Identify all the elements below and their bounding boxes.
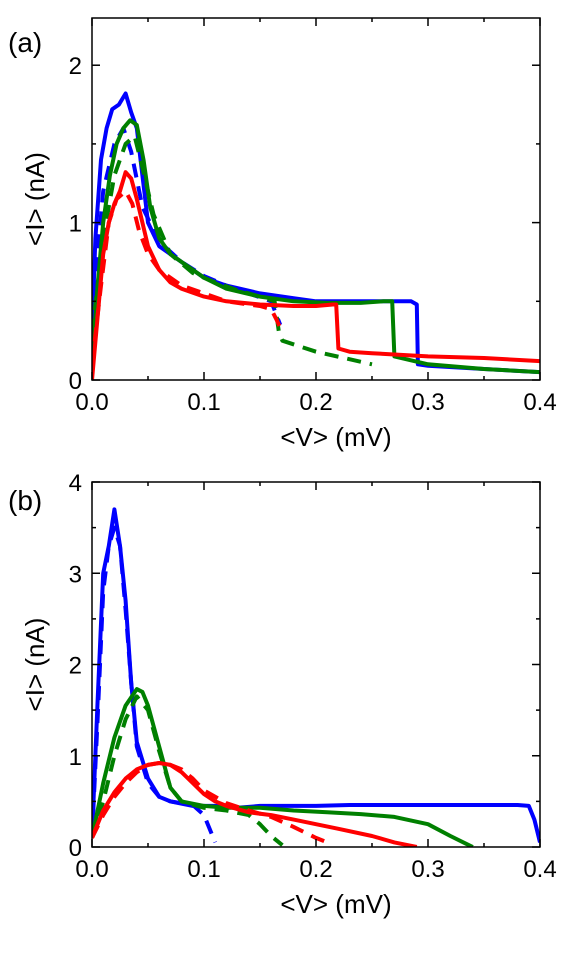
- panel-a-y-tick-label: 2: [69, 53, 82, 80]
- panel-b-series-blue-dashed: [92, 525, 218, 844]
- panel-b-x-tick-label: 0.0: [75, 856, 108, 883]
- panel-a-x-tick-label: 0.0: [75, 389, 108, 416]
- panel-a-y-tick-label: 1: [69, 211, 82, 238]
- panel-b-series-group: [92, 507, 540, 847]
- panel-b-y-tick-label: 3: [69, 561, 82, 588]
- panel-a-series-green-solid: [92, 118, 540, 375]
- panel-b-x-tick-label: 0.3: [411, 856, 444, 883]
- panel-b-series-blue-solid: [92, 507, 540, 843]
- panel-b-frame: [91, 481, 541, 848]
- panel-a-series-red-solid: [92, 170, 540, 380]
- panel-b-panel-label: (b): [8, 485, 42, 516]
- panel-a: 0.0 0.1 0.2 0.3 0.4 0 1 2 <V> (mV) <I> (nA) (a): [8, 17, 557, 452]
- panel-b-y-tick-label: 1: [69, 744, 82, 771]
- panel-a-series-group: [92, 91, 540, 380]
- panel-b-y-tick-label: 4: [69, 470, 82, 497]
- panel-b-x-axis-title: <V> (mV): [280, 889, 391, 919]
- panel-a-panel-label: (a): [8, 27, 42, 58]
- panel-a-series-red-dashed: [92, 189, 285, 365]
- panel-b: 0.0 0.1 0.2 0.3 0.4 0 1 2 3 4 <V> (mV) <I> (nA) (b): [8, 470, 557, 919]
- panel-a-x-tick-label: 0.3: [411, 389, 444, 416]
- panel-b-series-green-dashed: [92, 694, 284, 847]
- panel-a-x-axis-title: <V> (mV): [280, 422, 391, 452]
- panel-b-x-tick-label: 0.4: [523, 856, 556, 883]
- panel-b-y-tick-label: 2: [69, 653, 82, 680]
- panel-a-series-green-dashed: [92, 134, 373, 367]
- panel-b-series-red-solid: [92, 761, 418, 847]
- panel-a-y-tick-label: 0: [69, 368, 82, 395]
- panel-b-y-axis-title: <I> (nA): [20, 618, 50, 712]
- panel-b-x-tick-label: 0.2: [299, 856, 332, 883]
- panel-b-y-tick-label: 0: [69, 835, 82, 862]
- panel-a-x-tick-label: 0.4: [523, 389, 556, 416]
- panel-a-frame: [91, 17, 541, 381]
- panel-b-x-tick-label: 0.1: [187, 856, 220, 883]
- panel-b-series-red-dashed: [92, 761, 328, 845]
- panel-a-x-tick-label: 0.2: [299, 389, 332, 416]
- panel-a-y-axis-title: <I> (nA): [20, 152, 50, 246]
- panel-a-x-tick-label: 0.1: [187, 389, 220, 416]
